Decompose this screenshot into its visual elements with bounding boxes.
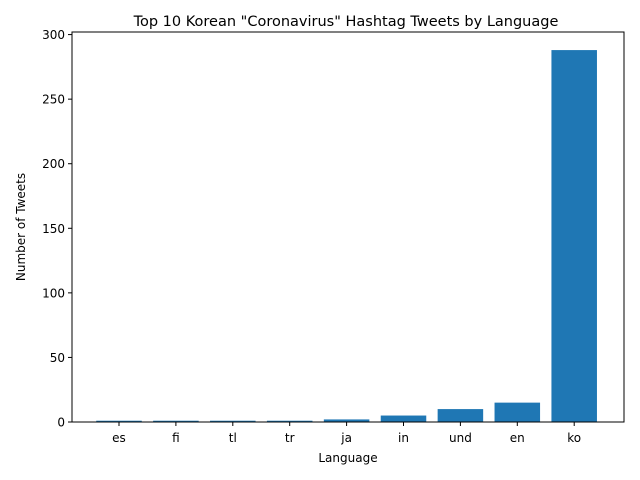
x-tick-label-tl: tl xyxy=(229,431,237,445)
y-tick-label-0: 0 xyxy=(57,416,65,430)
bar-in xyxy=(380,415,427,422)
y-tick-label-200: 200 xyxy=(42,157,65,171)
chart-title: Top 10 Korean "Coronavirus" Hashtag Twee… xyxy=(133,14,559,30)
x-tick-label-tr: tr xyxy=(285,431,295,445)
x-tick-label-in: in xyxy=(398,431,409,445)
bar-fi xyxy=(153,420,199,422)
plot-frame xyxy=(71,31,625,423)
bar-tr xyxy=(266,420,313,422)
y-axis-label: Number of Tweets xyxy=(14,173,28,281)
bar-ja xyxy=(323,419,370,422)
bar-tl xyxy=(210,420,256,422)
bar-und xyxy=(437,409,484,422)
y-axis: 0 50 100 150 200 250 300 xyxy=(42,28,72,430)
x-tick-label-ja: ja xyxy=(340,431,352,445)
y-tick-label-300: 300 xyxy=(42,28,65,42)
bar-ko xyxy=(551,50,597,422)
x-tick-label-und: und xyxy=(449,431,472,445)
bar-es xyxy=(96,420,142,422)
y-tick-label-150: 150 xyxy=(42,222,65,236)
bars-group xyxy=(96,50,597,422)
y-tick-label-250: 250 xyxy=(42,93,65,107)
x-tick-label-es: es xyxy=(112,431,126,445)
y-tick-label-50: 50 xyxy=(50,351,65,365)
x-tick-label-en: en xyxy=(510,431,525,445)
x-axis-label: Language xyxy=(318,451,377,465)
bar-en xyxy=(494,402,541,422)
x-axis: es fi tl tr ja in und en ko xyxy=(112,422,581,445)
y-tick-label-100: 100 xyxy=(42,286,65,300)
x-tick-label-fi: fi xyxy=(172,431,180,445)
x-tick-label-ko: ko xyxy=(567,431,581,445)
